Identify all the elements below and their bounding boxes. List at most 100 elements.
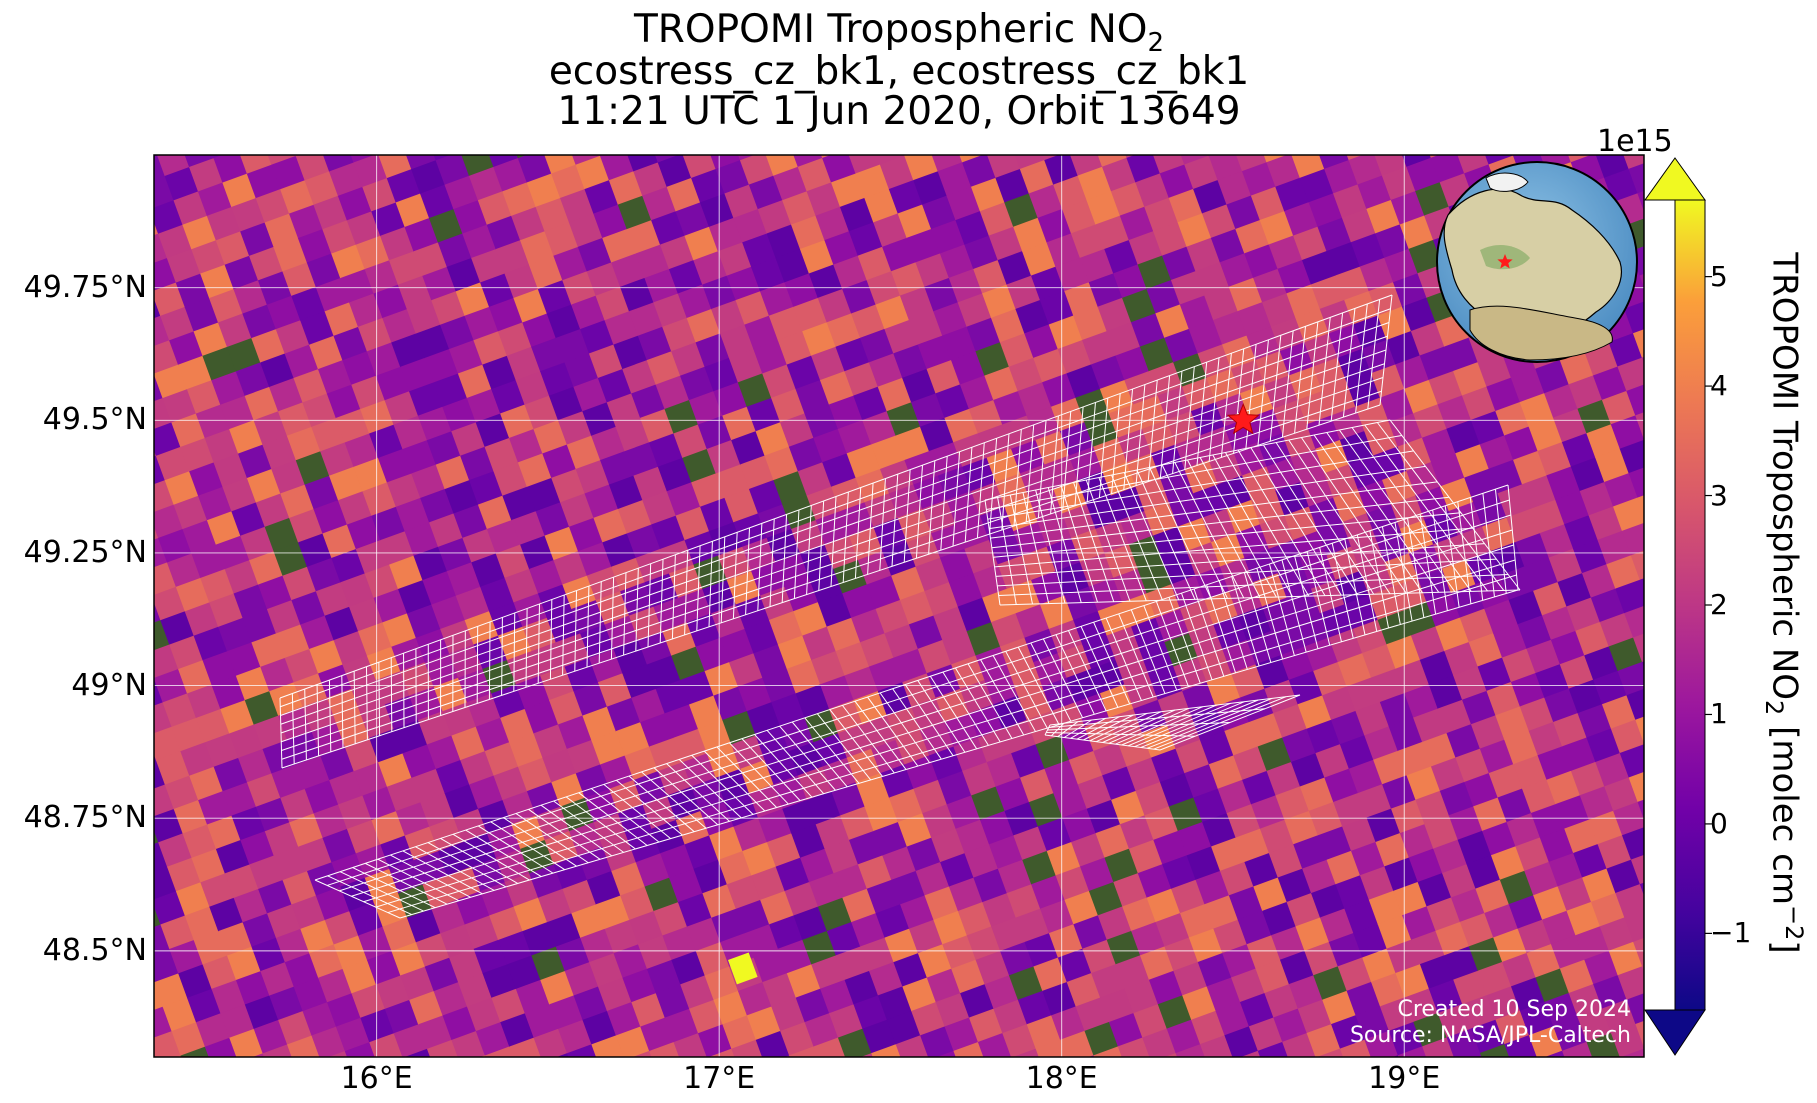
no2-pixel	[1547, 1075, 1581, 1103]
no2-pixel	[1553, 1017, 1588, 1052]
credit-created: Created 10 Sep 2024	[1397, 997, 1632, 1022]
no2-pixel	[675, 202, 710, 237]
no2-pixel	[1468, 937, 1503, 972]
footprint-gridline	[603, 783, 671, 839]
no2-pixel	[1641, 348, 1644, 383]
no2-pixel	[591, 1035, 626, 1057]
no2-pixel	[1530, 803, 1566, 839]
no2-pixel	[1397, 155, 1432, 168]
no2-pixel	[615, 722, 650, 757]
no2-pixel	[1199, 155, 1234, 157]
no2-pixel	[1184, 1068, 1218, 1102]
no2-pixel	[1437, 1003, 1472, 1039]
no2-pixel	[1564, 515, 1599, 550]
no2-pixel	[829, 1004, 864, 1039]
no2-pixel	[868, 353, 903, 388]
no2-pixel	[217, 313, 253, 348]
no2-pixel	[386, 169, 421, 204]
no2-pixel	[517, 453, 552, 488]
no2-pixel	[1062, 504, 1097, 539]
no2-pixel	[642, 186, 677, 221]
no2-pixel	[1017, 990, 1052, 1025]
no2-pixel	[508, 155, 544, 159]
no2-pixel	[704, 966, 739, 1001]
no2-pixel	[262, 435, 297, 470]
no2-pixel	[337, 491, 373, 526]
no2-pixel	[542, 444, 577, 479]
no2-pixel	[154, 891, 186, 926]
no2-pixel	[154, 155, 166, 186]
no2-pixel	[1606, 859, 1641, 894]
no2-pixel	[551, 468, 586, 503]
no2-pixel	[773, 166, 808, 201]
no2-pixel	[597, 673, 633, 708]
footprint-gridline	[1389, 419, 1521, 591]
no2-pixel	[751, 866, 786, 901]
no2-pixel	[653, 901, 688, 937]
no2-pixel	[435, 455, 470, 490]
no2-pixel	[762, 364, 797, 399]
no2-pixel	[915, 557, 950, 592]
no2-pixel	[1215, 1001, 1250, 1036]
no2-pixel	[240, 526, 275, 561]
no2-pixel	[1581, 564, 1617, 599]
no2-pixel	[993, 390, 1028, 426]
no2-pixel	[782, 191, 817, 226]
no2-pixel	[1117, 428, 1152, 463]
no2-pixel	[748, 479, 784, 514]
no2-pixel	[1179, 904, 1215, 939]
footprint-gridline	[1243, 572, 1272, 663]
no2-pixel	[982, 588, 1017, 623]
no2-pixel	[1099, 379, 1134, 414]
no2-pixel	[326, 384, 361, 419]
no2-pixel	[415, 324, 450, 359]
no2-pixel	[1086, 191, 1121, 226]
no2-pixel	[897, 813, 932, 848]
no2-pixel	[1381, 166, 1416, 201]
footprint-gridline	[477, 825, 554, 874]
no2-pixel	[1475, 575, 1510, 610]
no2-pixel	[478, 799, 513, 834]
no2-pixel	[177, 355, 213, 390]
no2-pixel	[900, 590, 935, 625]
no2-pixel	[580, 928, 615, 963]
no2-pixel	[1604, 168, 1639, 203]
no2-pixel	[962, 1066, 996, 1100]
no2-pixel	[937, 770, 972, 805]
no2-pixel	[1439, 477, 1474, 512]
no2-pixel	[857, 550, 892, 586]
no2-pixel	[1570, 761, 1605, 796]
no2-pixel	[548, 386, 584, 421]
no2-pixel	[984, 975, 1019, 1010]
no2-pixel	[1559, 350, 1594, 385]
no2-pixel	[1322, 686, 1357, 721]
no2-pixel	[1351, 841, 1386, 876]
no2-pixel	[1113, 264, 1148, 299]
no2-pixel	[911, 393, 946, 428]
no2-pixel	[708, 522, 744, 557]
no2-pixel	[1110, 182, 1145, 217]
no2-pixel	[593, 508, 628, 543]
footprint-gridline	[929, 675, 978, 750]
no2-pixel	[855, 164, 890, 199]
footprint-gridline	[365, 862, 448, 905]
no2-pixel	[154, 422, 182, 457]
no2-pixel	[306, 557, 341, 592]
no2-pixel	[1106, 322, 1141, 357]
no2-pixel	[1522, 779, 1557, 814]
no2-pixel	[484, 1046, 519, 1057]
no2-pixel	[515, 979, 550, 1014]
footprint-gridline	[653, 767, 719, 826]
no2-pixel	[662, 622, 697, 657]
no2-pixel	[589, 953, 624, 988]
no2-pixel	[324, 606, 359, 641]
no2-pixel	[895, 1035, 930, 1057]
footprint-gridline	[867, 696, 919, 767]
no2-pixel	[744, 924, 779, 959]
no2-pixel	[1093, 437, 1128, 472]
no2-pixel	[411, 768, 446, 803]
no2-pixel	[1171, 879, 1206, 914]
no2-pixel	[686, 613, 721, 648]
no2-pixel	[355, 539, 390, 575]
